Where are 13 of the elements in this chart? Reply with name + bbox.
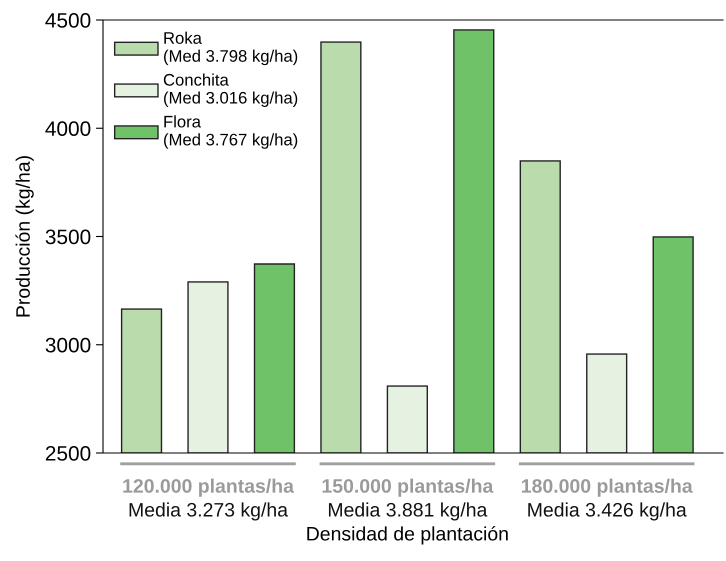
legend-label: Conchita (Med 3.016 kg/ha) bbox=[164, 73, 298, 107]
legend-label: Flora (Med 3.767 kg/ha) bbox=[164, 115, 298, 149]
y-tick-label: 3500 bbox=[46, 230, 90, 244]
y-axis-title: Producción (kg/ha) bbox=[15, 156, 34, 316]
y-tick-label: 4000 bbox=[45, 121, 90, 136]
x-axis-title: Densidad de plantación bbox=[307, 526, 508, 544]
y-tick-label: 3000 bbox=[46, 338, 90, 353]
y-tick-label: 2500 bbox=[46, 446, 90, 461]
x-tick-label: 120.000 plantas/ha Media 3.273 kg/ha bbox=[123, 478, 294, 521]
y-tick-label: 4500 bbox=[45, 13, 90, 28]
x-tick-label: 180.000 plantas/ha Media 3.426 kg/ha bbox=[522, 478, 693, 521]
x-tick-label: 150.000 plantas/ha Media 3.881 kg/ha bbox=[322, 478, 494, 521]
legend-label: Roka (Med 3.798 kg/ha) bbox=[164, 32, 298, 66]
